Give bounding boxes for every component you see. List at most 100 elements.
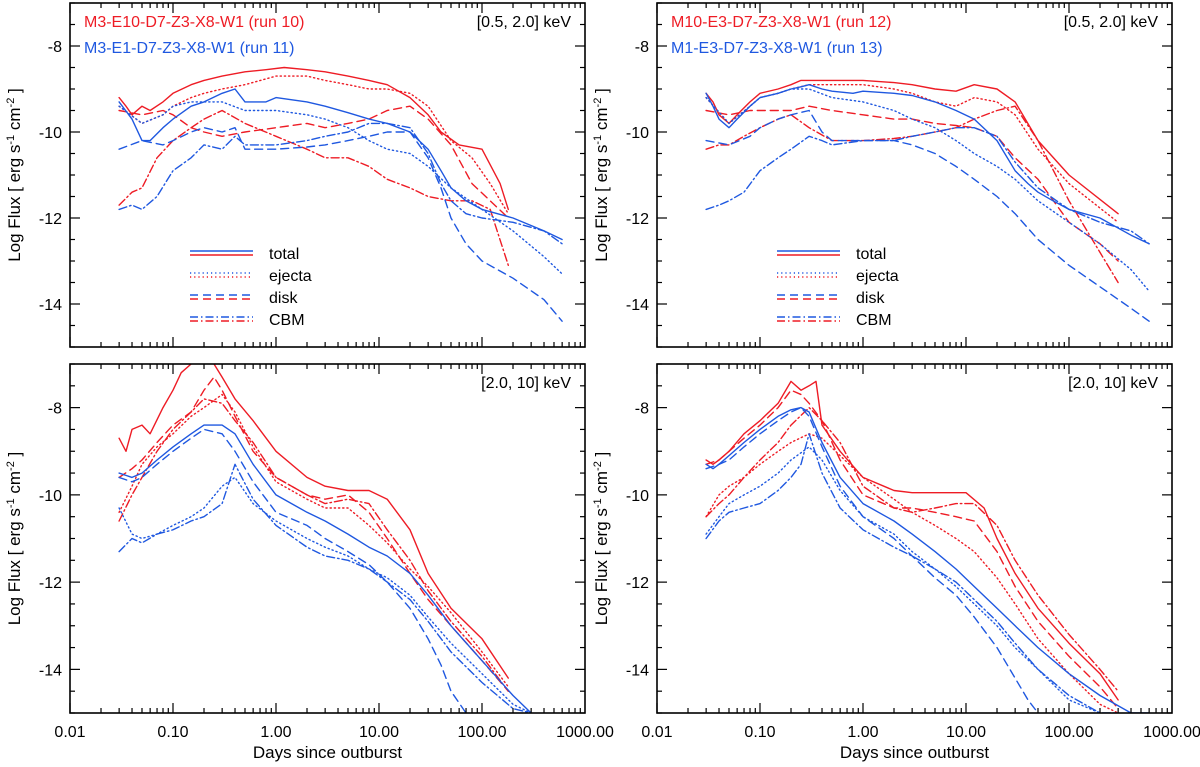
series-line-run-12-disk (705, 105, 1119, 262)
x-tick-label: 10.00 (946, 724, 986, 741)
series-line-run-10-CBM (118, 109, 509, 266)
series-line-run-10-ejecta (118, 75, 509, 215)
series-line-run-10-total (118, 66, 509, 211)
energy-band-label: [0.5, 2.0] keV (1064, 14, 1159, 31)
y-tick-label: -12 (626, 211, 649, 228)
series-line-run-13-CBM (705, 433, 1119, 713)
y-axis-label-part: cm (5, 471, 24, 498)
x-tick-label: 1000.00 (1143, 724, 1200, 741)
run-label: M3-E1-D7-Z3-X8-W1 (run 11) (84, 40, 294, 57)
y-axis-label-part: Log Flux [ erg s (5, 145, 24, 262)
y-tick-label: -14 (626, 662, 649, 679)
y-axis-label-part: -1 (592, 498, 604, 508)
y-tick-label: -12 (39, 211, 62, 228)
x-tick-label: 0.01 (54, 724, 85, 741)
y-axis-label: Log Flux [ erg s-1 cm-2 ] (5, 452, 24, 626)
series-line-run-12-ejecta (705, 433, 1119, 713)
legend-label: total (269, 246, 299, 263)
y-axis-label-part: cm (5, 107, 24, 134)
y-axis-label-part: -1 (5, 135, 17, 145)
y-axis-label: Log Flux [ erg s-1 cm-2 ] (5, 88, 24, 262)
series-line-run-10-CBM (118, 398, 509, 692)
x-axis-label: Days since outburst (253, 743, 403, 762)
y-axis-label-part: ] (5, 452, 24, 461)
series-line-run-13-ejecta (705, 88, 1150, 292)
x-tick-label: 0.10 (157, 724, 188, 741)
y-tick-label: -14 (39, 662, 62, 679)
series-line-run-11-ejecta (118, 101, 563, 275)
x-tick-label: 100.00 (1045, 724, 1094, 741)
y-tick-label: -8 (635, 39, 649, 56)
series-line-run-12-CBM (705, 105, 1119, 284)
y-axis-label-part: -2 (592, 461, 604, 471)
y-axis-label-part: -2 (592, 98, 604, 108)
series-line-run-10-ejecta (118, 393, 509, 688)
y-tick-label: -10 (626, 488, 649, 505)
series-line-run-13-ejecta (705, 446, 1101, 713)
y-axis-label-part: cm (592, 471, 611, 498)
y-tick-label: -8 (48, 39, 62, 56)
y-axis-label-part: ] (592, 88, 611, 97)
plot-frame (656, 363, 1173, 714)
series-line-run-13-disk (705, 109, 1150, 322)
panel-top-left: -8 -10 -12 -14 Log Flux [ erg s-1 cm-2 ] [0.5… (5, 2, 586, 348)
y-axis-label-part: Log Flux [ erg s (5, 508, 24, 625)
x-tick-label: 10.00 (359, 724, 399, 741)
y-tick-label: -8 (48, 401, 62, 418)
y-tick-label: -10 (626, 125, 649, 142)
y-axis-label: Log Flux [ erg s-1 cm-2 ] (592, 88, 611, 262)
y-tick-label: -12 (39, 575, 62, 592)
legend-label: disk (269, 290, 298, 307)
legend: total ejecta disk CBM (190, 246, 312, 329)
y-tick-label: -12 (626, 575, 649, 592)
x-tick-label: 0.01 (641, 724, 672, 741)
legend: total ejecta disk CBM (777, 246, 899, 329)
y-axis-label-part: Log Flux [ erg s (592, 145, 611, 262)
legend-label: total (856, 246, 886, 263)
y-tick-label: -8 (635, 401, 649, 418)
series-line-run-11-total (118, 424, 532, 713)
series-line-run-12-ejecta (705, 83, 1119, 224)
y-axis-label-part: -2 (5, 461, 17, 471)
series-line-run-11-ejecta (118, 476, 532, 713)
y-tick-label: -10 (39, 488, 62, 505)
x-axis-label: Days since outburst (840, 743, 990, 762)
series-group (705, 79, 1150, 322)
legend-label: ejecta (856, 268, 899, 285)
energy-band-label: [2.0, 10] keV (1068, 375, 1158, 392)
y-axis-label: Log Flux [ erg s-1 cm-2 ] (592, 452, 611, 626)
series-line-run-11-disk (118, 126, 563, 322)
series-line-run-13-CBM (705, 126, 1150, 245)
energy-band-label: [0.5, 2.0] keV (477, 14, 572, 31)
series-line-run-13-disk (705, 406, 1039, 713)
x-tick-label: 0.10 (744, 724, 775, 741)
series-line-run-12-total (705, 79, 1119, 215)
x-tick-label: 1.00 (847, 724, 878, 741)
series-line-run-11-CBM (118, 122, 563, 245)
panel-bottom-left: 0.01 0.10 1.00 10.00 100.00 1000.00 Days since… (5, 363, 614, 762)
legend-label: ejecta (269, 268, 312, 285)
y-axis-label-part: -1 (5, 498, 17, 508)
series-line-run-11-total (118, 88, 563, 241)
y-axis-label-part: ] (5, 88, 24, 97)
series-line-run-12-total (705, 380, 1119, 701)
series-group (118, 364, 532, 713)
y-axis-label-part: cm (592, 107, 611, 134)
x-tick-label: 1.00 (260, 724, 291, 741)
y-axis-label-part: ] (592, 452, 611, 461)
series-group (705, 380, 1150, 713)
x-tick-label: 1000.00 (556, 724, 614, 741)
y-axis-label-part: -2 (5, 98, 17, 108)
series-line-run-13-total (705, 83, 1150, 245)
series-group (118, 66, 563, 322)
series-line-run-11-CBM (118, 463, 532, 713)
y-tick-label: -14 (626, 297, 649, 314)
series-line-run-13-total (705, 406, 1150, 713)
series-line-run-10-total (118, 364, 509, 679)
legend-label: CBM (856, 312, 892, 329)
legend-label: CBM (269, 312, 305, 329)
y-tick-label: -10 (39, 125, 62, 142)
run-label: M3-E10-D7-Z3-X8-W1 (run 10) (84, 14, 305, 31)
